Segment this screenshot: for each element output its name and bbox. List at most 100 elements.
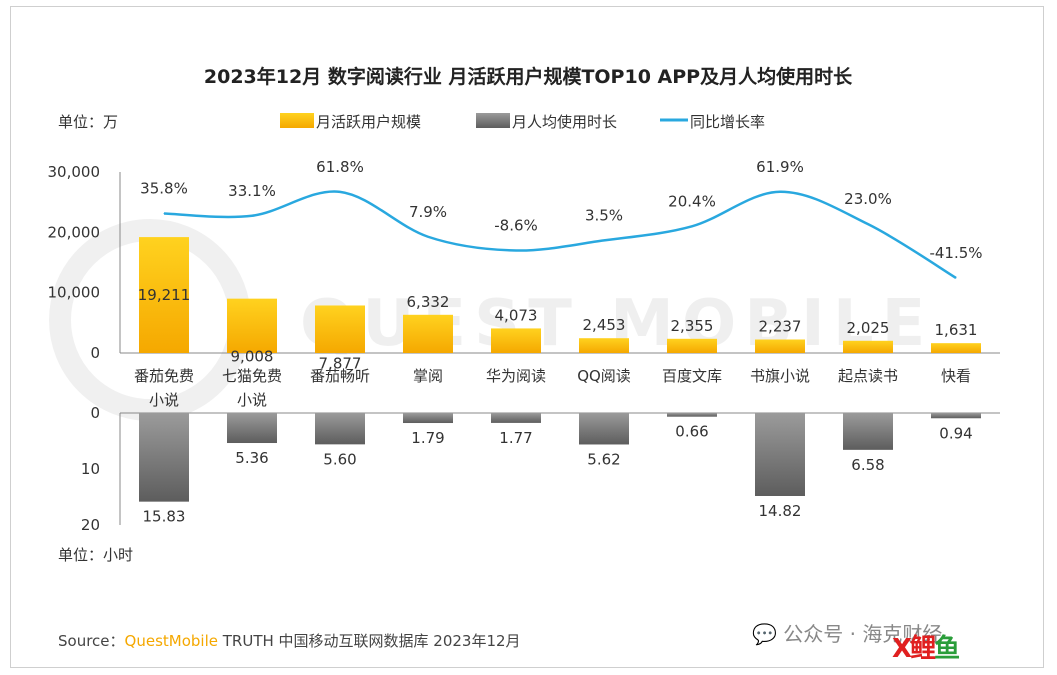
time-value-label: 0.94 xyxy=(939,424,972,442)
growth-value-label: 33.1% xyxy=(228,182,276,200)
mau-bar xyxy=(931,343,981,353)
top-y-axis: 0 10,000 20,000 30,000 xyxy=(48,163,1000,362)
category-label: 番茄畅听 xyxy=(310,367,370,385)
growth-point xyxy=(163,213,165,214)
time-value-label: 1.77 xyxy=(499,429,532,447)
top-y-tick-label: 30,000 xyxy=(48,163,101,181)
bottom-y-tick-label: 20 xyxy=(81,516,100,534)
growth-value-label: 20.4% xyxy=(668,192,716,210)
growth-point xyxy=(251,215,253,217)
wechat-watermark: 💬 公众号 · 海克财经 xyxy=(752,618,942,647)
time-value-label: 0.66 xyxy=(675,423,708,441)
time-value-label: 5.36 xyxy=(235,449,268,467)
wechat-icon: 💬 xyxy=(752,622,777,646)
category-label: 书旗小说 xyxy=(750,367,810,385)
mau-value-label: 2,355 xyxy=(671,317,714,335)
source-brand: QuestMobile xyxy=(124,632,218,650)
category-label: 小说 xyxy=(237,391,267,409)
bottom-y-tick-label: 0 xyxy=(90,404,100,422)
source-label: Source： xyxy=(58,632,125,650)
growth-point xyxy=(427,236,429,238)
time-bar xyxy=(843,413,893,450)
growth-value-label: 61.8% xyxy=(316,158,364,176)
time-bar xyxy=(667,413,717,417)
time-bar xyxy=(403,413,453,424)
category-label: QQ阅读 xyxy=(577,367,631,385)
growth-line: 35.8% 33.1% 61.8% 7.9% -8.6% 3.5% 20.4% 61.9% 23… xyxy=(140,158,983,279)
mau-bar xyxy=(755,339,805,353)
unit-bottom-label: 单位：小时 xyxy=(58,546,133,564)
time-value-label: 5.60 xyxy=(323,450,356,468)
time-bar xyxy=(227,413,277,444)
mau-bar xyxy=(315,305,365,353)
top-y-tick-label: 10,000 xyxy=(48,284,101,302)
category-label: 掌阅 xyxy=(413,367,443,385)
mau-bar xyxy=(227,298,277,353)
growth-point xyxy=(955,277,957,279)
growth-value-label: 3.5% xyxy=(585,206,623,224)
time-value-label: 14.82 xyxy=(759,502,802,520)
category-label: 起点读书 xyxy=(838,367,898,385)
time-bar xyxy=(139,413,189,502)
unit-top-label: 单位：万 xyxy=(58,113,118,131)
time-value-label: 5.62 xyxy=(587,450,620,468)
time-bar xyxy=(579,413,629,445)
legend-swatch-time xyxy=(476,113,510,128)
mau-value-label: 9,008 xyxy=(231,348,274,366)
mau-bar xyxy=(403,314,453,353)
legend: 月活跃用户规模 月人均使用时长 同比增长率 xyxy=(280,113,765,131)
mau-bar xyxy=(579,338,629,353)
mau-bar xyxy=(843,340,893,353)
category-label: 快看 xyxy=(941,367,971,385)
top-y-tick-label: 20,000 xyxy=(48,223,101,241)
growth-value-label: -41.5% xyxy=(929,244,982,262)
category-label: 华为阅读 xyxy=(486,367,546,385)
category-label: 小说 xyxy=(149,391,179,409)
category-label: 百度文库 xyxy=(662,367,722,385)
legend-swatch-mau xyxy=(280,113,314,128)
mau-value-label: 6,332 xyxy=(407,293,450,311)
mau-bar xyxy=(139,237,189,353)
time-bar xyxy=(931,413,981,419)
growth-point xyxy=(691,225,693,227)
brand-logo: X鲤鱼 xyxy=(892,634,960,664)
bottom-y-tick-label: 10 xyxy=(81,460,100,478)
time-bar xyxy=(755,413,805,496)
time-bar xyxy=(491,413,541,423)
category-label: 番茄免费 xyxy=(134,367,194,385)
growth-point xyxy=(515,250,517,251)
growth-point xyxy=(339,191,341,193)
mau-value-label: 1,631 xyxy=(935,321,978,339)
source-note: Source：QuestMobile TRUTH 中国移动互联网数据库 2023… xyxy=(58,630,521,651)
time-value-label: 15.83 xyxy=(143,508,186,526)
mau-bars: 19,211 9,008 7,877 6,332 4,073 2,453 2,355 2,23… xyxy=(138,237,981,372)
time-bar xyxy=(315,413,365,445)
mau-bar xyxy=(667,338,717,353)
legend-label-mau: 月活跃用户规模 xyxy=(316,113,421,131)
growth-value-label: -8.6% xyxy=(494,217,538,235)
growth-value-label: 35.8% xyxy=(140,180,188,198)
chart-title: 2023年12月 数字阅读行业 月活跃用户规模TOP10 APP及月人均使用时长 xyxy=(204,65,853,88)
mau-value-label: 4,073 xyxy=(495,306,538,324)
growth-line-path xyxy=(163,190,957,279)
time-bars: 15.83 5.36 5.60 1.79 1.77 5.62 0.66 14.82 6.58 0.… xyxy=(139,413,981,526)
time-value-label: 6.58 xyxy=(851,456,884,474)
mau-value-label: 2,025 xyxy=(847,319,890,337)
mau-value-label: 2,237 xyxy=(759,318,802,336)
legend-label-growth: 同比增长率 xyxy=(690,113,765,131)
growth-point xyxy=(867,223,869,225)
category-label: 七猫免费 xyxy=(222,367,282,385)
mau-value-label: 19,211 xyxy=(138,286,191,304)
growth-value-label: 61.9% xyxy=(756,158,804,176)
growth-value-label: 7.9% xyxy=(409,203,447,221)
watermark-text: 公众号 · 海克财经 xyxy=(783,622,943,646)
mau-value-label: 2,453 xyxy=(583,316,626,334)
time-value-label: 1.79 xyxy=(411,429,444,447)
legend-label-time: 月人均使用时长 xyxy=(512,113,617,131)
growth-point xyxy=(603,239,605,241)
growth-value-label: 23.0% xyxy=(844,190,892,208)
mau-bar xyxy=(491,328,541,353)
mau-value-label: 7,877 xyxy=(319,354,362,372)
